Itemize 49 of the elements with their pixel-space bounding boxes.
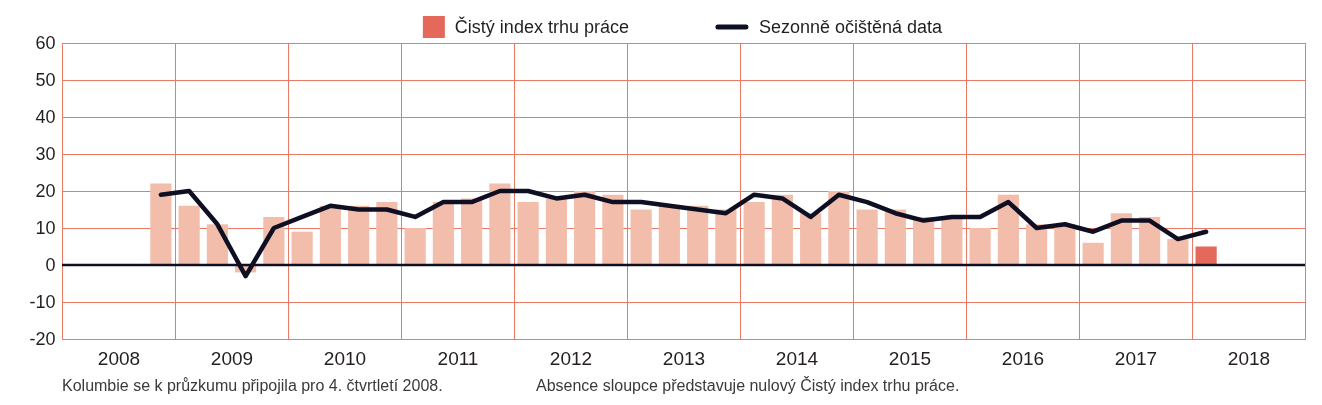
x-tick-label: 2012 [549, 347, 593, 369]
bar [771, 194, 793, 265]
bar [969, 228, 991, 265]
bar [489, 183, 511, 265]
bar [545, 198, 567, 265]
bar [432, 202, 454, 265]
y-tick-label: -10 [29, 291, 56, 312]
text: Absence sloupce představuje nulový Čistý index trhu práce. [536, 376, 960, 394]
legend-label: Sezonně očištěná data [758, 17, 944, 37]
x-tick-label: 2011 [437, 347, 479, 369]
bar [461, 198, 483, 265]
bar [178, 205, 200, 265]
bar [517, 202, 539, 265]
y-tick-label: 50 [35, 69, 56, 90]
bar [630, 209, 652, 265]
x-tick-label: 2008 [97, 347, 141, 369]
x-tick-label: 2018 [1227, 347, 1271, 369]
text: Kolumbie se k průzkumu připojila pro 4. čtvrtletí 2008. [62, 377, 443, 394]
bar [658, 205, 680, 265]
y-tick-label: 0 [45, 254, 56, 275]
y-tick-label: 30 [35, 143, 56, 164]
legend-label: Čistý index trhu práce [454, 16, 629, 37]
bar [574, 191, 596, 265]
bar [941, 216, 963, 265]
y-tick-label: 60 [35, 32, 56, 53]
y-tick-label: 40 [35, 106, 56, 127]
bar [602, 194, 624, 265]
bar [1167, 239, 1189, 265]
x-tick-label: 2010 [323, 347, 367, 369]
bar [856, 209, 878, 265]
x-tick-label: 2016 [1001, 347, 1045, 369]
bar [1082, 242, 1104, 265]
bar [150, 183, 172, 265]
bar [319, 205, 341, 265]
bar [291, 231, 313, 265]
x-tick-label: 2013 [662, 347, 706, 369]
x-tick-label: 2009 [210, 347, 254, 369]
y-tick-label: -20 [29, 328, 56, 349]
bar [800, 213, 822, 265]
x-tick-label: 2014 [775, 347, 819, 369]
bar [743, 202, 765, 265]
y-tick-label: 20 [35, 180, 56, 201]
x-tick-label: 2017 [1114, 347, 1158, 369]
bar [404, 228, 426, 265]
bar [715, 209, 737, 265]
y-tick-label: 10 [35, 217, 56, 238]
bar [828, 191, 850, 265]
bar [1195, 246, 1217, 265]
x-tick-label: 2015 [888, 347, 932, 369]
